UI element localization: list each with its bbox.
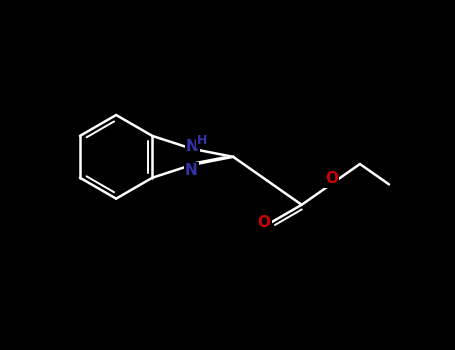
Text: O: O (258, 215, 271, 230)
Text: N: N (186, 139, 198, 154)
Text: H: H (197, 134, 207, 147)
Text: N: N (185, 163, 197, 178)
Text: O: O (325, 172, 338, 187)
